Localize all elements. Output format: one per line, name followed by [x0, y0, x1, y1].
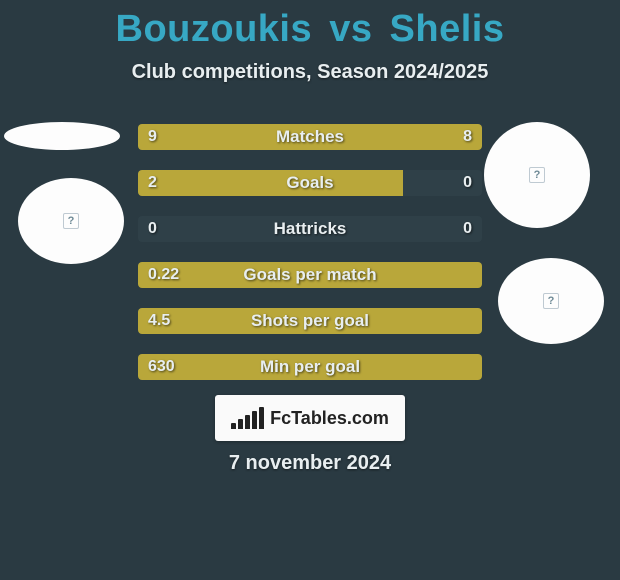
title-vs: vs: [329, 8, 372, 50]
player1-club-badge: ?: [18, 178, 124, 264]
logo-text: FcTables.com: [270, 408, 389, 429]
page-title: Bouzoukis vs Shelis: [0, 0, 620, 51]
fctables-logo: FcTables.com: [215, 395, 405, 441]
comparison-card: Bouzoukis vs Shelis Club competitions, S…: [0, 0, 620, 580]
player2-avatar: ?: [484, 122, 590, 228]
stat-row: 0.22Goals per match: [138, 262, 482, 288]
placeholder-icon: ?: [63, 213, 79, 229]
stat-label: Shots per goal: [138, 308, 482, 334]
stats-block: 98Matches 20Goals 00Hattricks 0.22Goals per…: [138, 124, 482, 400]
logo-bars-icon: [231, 407, 264, 429]
stat-label: Goals: [138, 170, 482, 196]
generated-date: 7 november 2024: [0, 452, 620, 475]
title-player2: Shelis: [390, 8, 505, 50]
placeholder-icon: ?: [529, 167, 545, 183]
stat-row: 4.5Shots per goal: [138, 308, 482, 334]
player2-club-badge: ?: [498, 258, 604, 344]
stat-label: Hattricks: [138, 216, 482, 242]
stat-row: 630Min per goal: [138, 354, 482, 380]
player1-avatar: [4, 122, 120, 150]
stat-row: 00Hattricks: [138, 216, 482, 242]
title-player1: Bouzoukis: [116, 8, 313, 50]
stat-label: Matches: [138, 124, 482, 150]
placeholder-icon: ?: [543, 293, 559, 309]
stat-label: Goals per match: [138, 262, 482, 288]
stat-label: Min per goal: [138, 354, 482, 380]
stat-row: 98Matches: [138, 124, 482, 150]
stat-row: 20Goals: [138, 170, 482, 196]
subtitle: Club competitions, Season 2024/2025: [0, 61, 620, 84]
